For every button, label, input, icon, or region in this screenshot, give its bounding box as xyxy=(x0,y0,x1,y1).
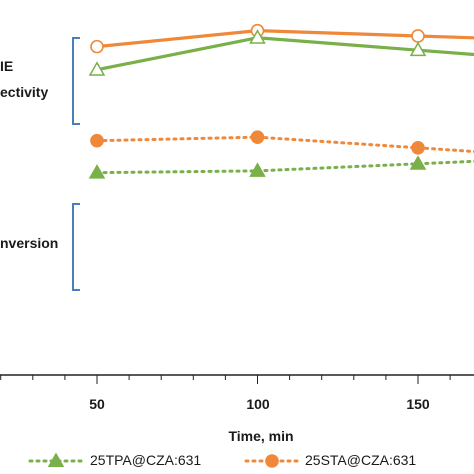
group-label-selectivity-line2: ectivity xyxy=(0,84,49,100)
series-3-dotted xyxy=(88,155,474,179)
x-axis-title: Time, min xyxy=(228,428,294,444)
bracket-selectivity xyxy=(72,37,80,125)
series-layer xyxy=(88,23,474,179)
series-2-dotted xyxy=(90,130,474,155)
series-line-1 xyxy=(95,36,474,72)
data-point-3-150 xyxy=(409,155,427,170)
data-point-1-100 xyxy=(249,29,266,44)
series-1-solid xyxy=(88,29,474,76)
group-label-conversion: nversion xyxy=(0,235,59,251)
legend-label-sta: 25STA@CZA:631 xyxy=(305,452,417,468)
data-point-1-50 xyxy=(88,61,106,76)
data-point-3-50 xyxy=(88,164,106,179)
data-point-0-50 xyxy=(90,39,104,54)
data-point-2-100 xyxy=(250,130,265,144)
x-tick-label-50: 50 xyxy=(89,396,105,412)
data-point-0-150 xyxy=(411,29,425,43)
data-point-3-100 xyxy=(249,162,266,177)
x-tick-label-150: 150 xyxy=(406,396,430,412)
legend-label-tpa: 25TPA@CZA:631 xyxy=(90,452,202,468)
data-point-2-50 xyxy=(90,133,104,148)
group-label-selectivity-line1: IE xyxy=(0,58,14,74)
data-point-2-150 xyxy=(411,141,425,155)
legend-marker-0 xyxy=(47,452,65,467)
legend-marker-1 xyxy=(265,454,279,468)
data-point-1-150 xyxy=(409,41,427,57)
legend-symbols xyxy=(28,452,300,468)
series-line-0 xyxy=(95,29,474,49)
x-axis xyxy=(0,374,474,384)
series-line-2 xyxy=(95,135,474,154)
series-line-3 xyxy=(95,159,474,175)
group-brackets xyxy=(72,37,80,291)
x-tick-label-100: 100 xyxy=(246,396,270,412)
bracket-conversion xyxy=(72,203,80,291)
